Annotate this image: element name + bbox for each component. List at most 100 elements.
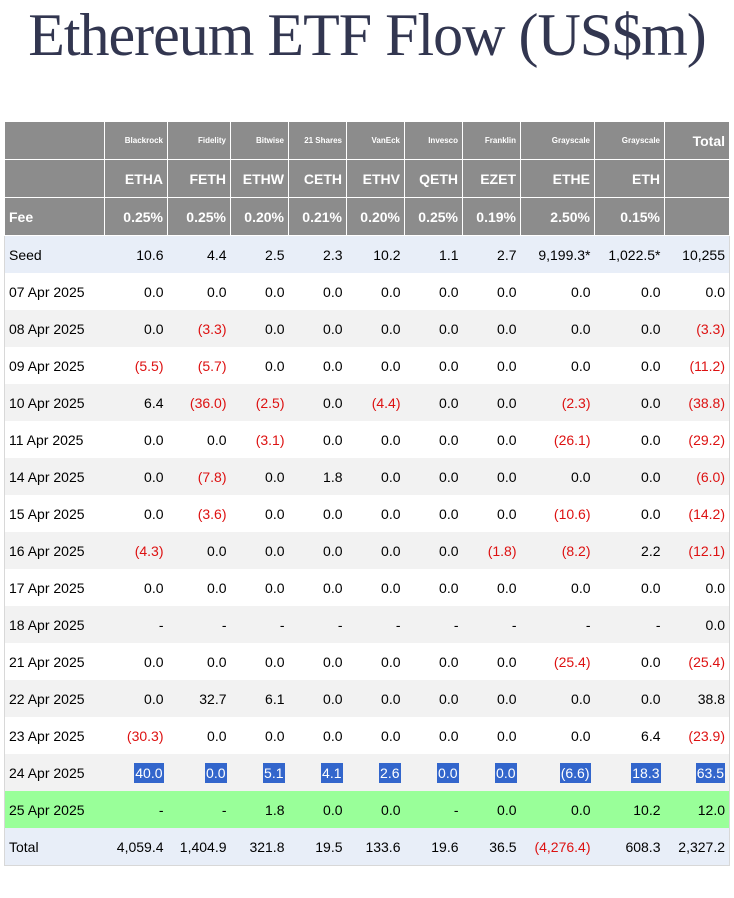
row-total-value: 0.0 — [705, 579, 725, 596]
flow-value: 0.0 — [439, 283, 459, 300]
flow-value: 0.0 — [439, 320, 459, 337]
flow-value: 0.0 — [207, 542, 227, 559]
flow-cell: 4,059.4 — [104, 828, 168, 866]
flow-cell: 6.1 — [230, 680, 289, 717]
row-date: 07 Apr 2025 — [4, 273, 105, 310]
flow-value: 19.5 — [315, 838, 343, 855]
flow-cell: 18.3 — [594, 754, 665, 791]
table-row: 24 Apr 2025 40.0 0.0 5.1 4.1 2.6 0.0 0.0 (6.6) 18… — [4, 754, 730, 791]
fee-cell: 0.15% — [594, 197, 665, 236]
flow-value: 0.0 — [497, 357, 517, 374]
flow-value: 0.0 — [265, 320, 285, 337]
flow-cell: 10.2 — [594, 791, 665, 828]
flow-value: 0.0 — [571, 468, 591, 485]
row-date: 17 Apr 2025 — [4, 569, 105, 606]
flow-cell: 0.0 — [288, 384, 347, 421]
row-total-cell: (23.9) — [664, 717, 730, 754]
flow-value: 0.0 — [265, 357, 285, 374]
flow-value: 0.0 — [265, 468, 285, 485]
flow-cell: 0.0 — [520, 791, 595, 828]
flow-value: (5.7) — [197, 357, 227, 374]
flow-cell: 0.0 — [347, 643, 405, 680]
flow-cell: (2.3) — [520, 384, 595, 421]
flow-cell: 0.0 — [288, 532, 347, 569]
flow-cell: 0.0 — [595, 569, 665, 606]
flow-value: 0.0 — [381, 542, 401, 559]
flow-cell: 5.1 — [230, 754, 289, 791]
ticker-header-row: ETHA FETH ETHW CETH ETHV QETH EZET ETHE ETH — [4, 159, 730, 198]
flow-value: - — [158, 616, 164, 633]
flow-value: 0.0 — [497, 653, 517, 670]
row-total-value: 63.5 — [695, 762, 725, 783]
flow-cell: 0.0 — [104, 310, 168, 347]
flow-value: (4,276.4) — [534, 838, 591, 855]
flow-cell: 0.0 — [289, 643, 347, 680]
flow-value: 0.0 — [323, 653, 343, 670]
row-total-cell: 2,327.2 — [664, 828, 730, 866]
flow-cell: 133.6 — [346, 828, 405, 866]
flow-cell: (4.3) — [104, 532, 168, 569]
row-total-cell: 0.0 — [664, 606, 730, 643]
flow-value: 2.6 — [379, 762, 401, 783]
fee-cell: 0.25% — [104, 197, 168, 236]
flow-value: (36.0) — [189, 394, 227, 411]
flow-value: 6.1 — [265, 690, 285, 707]
flow-value: 0.0 — [497, 320, 517, 337]
flow-cell: 0.0 — [346, 680, 405, 717]
flow-cell: - — [288, 606, 347, 643]
flow-value: 2.7 — [497, 246, 517, 263]
flow-value: 2.3 — [323, 246, 343, 263]
flow-value: 40.0 — [134, 762, 164, 783]
flow-value: 0.0 — [497, 801, 517, 818]
flow-cell: 0.0 — [595, 643, 665, 680]
row-total-cell: 63.5 — [664, 754, 730, 791]
flow-value: 0.0 — [144, 320, 164, 337]
flow-value: 0.0 — [323, 801, 343, 818]
flow-cell: 0.0 — [105, 643, 168, 680]
row-total-cell: (6.0) — [664, 458, 730, 495]
flow-cell: 0.0 — [231, 273, 289, 310]
flow-cell: 0.0 — [105, 421, 168, 458]
flow-value: 0.0 — [207, 283, 227, 300]
flow-cell: (36.0) — [167, 384, 231, 421]
total-row: Total 4,059.4 1,404.9 321.8 19.5 133.6 19.6 36.… — [4, 828, 730, 866]
flow-value: 0.0 — [381, 320, 401, 337]
flow-value: 0.0 — [205, 762, 227, 783]
flow-value: 19.6 — [431, 838, 459, 855]
flow-value: 0.0 — [265, 727, 285, 744]
ticker-header: ETH — [594, 159, 665, 198]
flow-cell: 0.0 — [404, 384, 463, 421]
flow-cell: - — [462, 606, 521, 643]
flow-value: 0.0 — [207, 431, 227, 448]
table-row: 25 Apr 2025 - - 1.8 0.0 0.0 - 0.0 0.0 10.2 12.0 — [4, 791, 730, 828]
flow-value: 0.0 — [641, 394, 661, 411]
flow-cell: 0.0 — [289, 421, 347, 458]
flow-cell: 0.0 — [463, 495, 521, 532]
row-date: 18 Apr 2025 — [4, 606, 105, 643]
row-date: 10 Apr 2025 — [4, 384, 105, 421]
flow-cell: 0.0 — [520, 680, 595, 717]
flow-cell: 0.0 — [347, 421, 405, 458]
ticker-header: EZET — [462, 159, 521, 198]
ticker-header: ETHW — [230, 159, 289, 198]
etf-flow-table: Blackrock Fidelity Bitwise 21 Shares VanEck I… — [4, 121, 730, 866]
fee-cell: 0.19% — [462, 197, 521, 236]
row-total-cell: 10,255 — [664, 235, 730, 273]
flow-cell: 0.0 — [463, 421, 521, 458]
flow-value: 0.0 — [641, 653, 661, 670]
flow-cell: 0.0 — [231, 495, 289, 532]
flow-value: 0.0 — [437, 762, 459, 783]
flow-cell: 2.7 — [462, 235, 521, 273]
flow-value: 2.2 — [641, 542, 661, 559]
flow-value: 0.0 — [495, 762, 517, 783]
flow-value: 133.6 — [365, 838, 401, 855]
flow-value: (6.6) — [559, 762, 591, 783]
flow-value: 1.8 — [265, 801, 285, 818]
flow-value: 0.0 — [439, 727, 459, 744]
flow-value: 6.4 — [641, 727, 661, 744]
flow-cell: 0.0 — [346, 791, 405, 828]
flow-value: 0.0 — [439, 579, 459, 596]
flow-value: (26.1) — [553, 431, 591, 448]
flow-value: 0.0 — [439, 653, 459, 670]
flow-cell: 0.0 — [463, 273, 521, 310]
